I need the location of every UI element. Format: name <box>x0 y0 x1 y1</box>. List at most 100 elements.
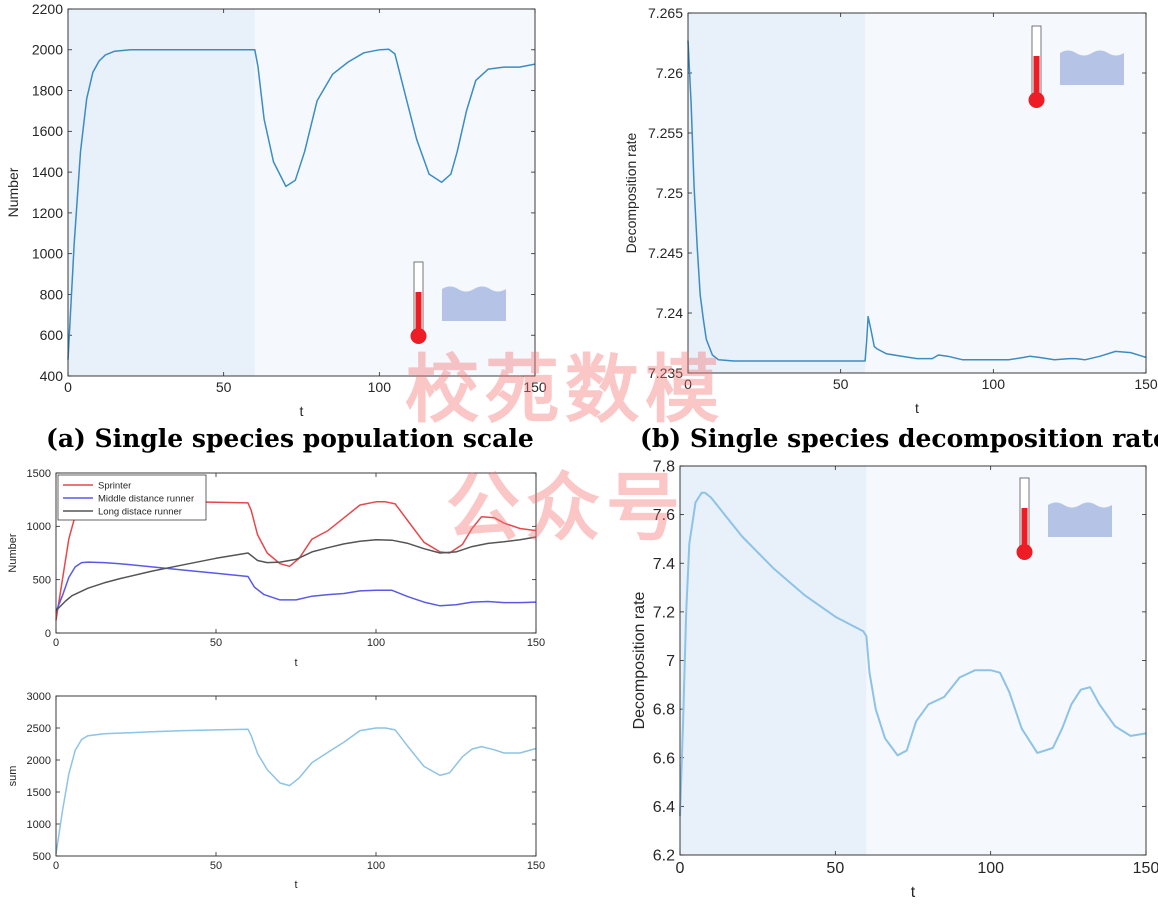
x-tick-label: 0 <box>676 860 685 877</box>
x-axis-label: t <box>294 879 297 891</box>
y-tick-label: 1000 <box>32 246 63 262</box>
y-tick-label: 2000 <box>32 42 63 58</box>
y-tick-label: 1200 <box>32 205 63 221</box>
x-tick-label: 150 <box>523 379 547 395</box>
shaded-region <box>68 9 255 376</box>
shaded-region <box>680 466 867 855</box>
y-tick-label: 7.6 <box>653 507 675 524</box>
y-tick-label: 7.26 <box>656 65 683 81</box>
y-tick-label: 7.235 <box>648 365 683 381</box>
y-tick-label: 7.265 <box>648 5 683 21</box>
y-tick-label: 400 <box>40 368 64 384</box>
series-line <box>687 40 1147 362</box>
y-tick-label: 7 <box>666 653 675 670</box>
thermometer-bulb <box>1016 544 1033 560</box>
y-tick-label: 7.2 <box>653 604 675 621</box>
y-tick-label: 7.255 <box>648 125 683 141</box>
chart-b-decomposition-rate: 0 50 100 150 7.235 7.24 7.245 7.25 7.255 7.26 7.26… <box>623 5 1158 416</box>
y-axis-label: Decomposition rate <box>623 132 639 253</box>
series-line <box>679 491 1147 817</box>
y-axis-label: sum <box>7 766 19 787</box>
thermometer-mercury <box>415 292 422 332</box>
y-tick-label: 1000 <box>27 521 51 533</box>
thermometer-water-icon <box>1028 25 1124 108</box>
y-axis-label: Number <box>7 533 19 572</box>
plot-frame <box>55 695 537 857</box>
plot-frame <box>67 8 536 377</box>
y-tick-label: 1000 <box>27 819 51 831</box>
y-tick-label: 6.4 <box>653 799 675 816</box>
x-tick-label: 150 <box>1133 860 1158 877</box>
x-tick-label: 100 <box>982 376 1006 392</box>
y-tick-label: 7.4 <box>653 556 675 573</box>
x-axis-label: t <box>911 884 916 901</box>
y-tick-label: 7.8 <box>653 459 675 476</box>
y-tick-label: 0 <box>45 628 51 640</box>
y-tick-label: 1800 <box>32 82 63 98</box>
caption-a: (a) Single species population scale <box>46 424 534 453</box>
y-tick-label: 2200 <box>32 1 63 17</box>
x-tick-label: 150 <box>1134 376 1158 392</box>
water-icon <box>1060 50 1124 85</box>
y-tick-label: 3000 <box>27 691 51 703</box>
legend-label: Middle distance runner <box>98 494 194 505</box>
x-tick-label: 50 <box>826 860 844 877</box>
x-tick-label: 50 <box>210 860 222 872</box>
x-axis-label: t <box>915 400 919 416</box>
series-line-long-distace-runner <box>55 536 537 612</box>
x-tick-label: 100 <box>977 860 1004 877</box>
x-tick-label: 0 <box>684 376 692 392</box>
y-tick-label: 7.25 <box>656 185 683 201</box>
series-line <box>55 727 537 855</box>
x-tick-label: 100 <box>367 860 385 872</box>
y-axis-label: Decomposition rate <box>631 591 648 729</box>
x-axis-label: t <box>300 403 304 419</box>
x-axis-label: t <box>294 657 297 669</box>
y-tick-label: 800 <box>40 286 64 302</box>
thermometer-mercury <box>1033 56 1040 96</box>
x-tick-label: 100 <box>368 379 392 395</box>
y-tick-label: 6.8 <box>653 702 675 719</box>
y-tick-label: 1600 <box>32 123 63 139</box>
series-line <box>67 48 536 360</box>
y-tick-label: 600 <box>40 327 64 343</box>
x-tick-label: 50 <box>210 637 222 649</box>
legend-label: Sprinter <box>98 481 131 492</box>
x-tick-label: 0 <box>53 860 59 872</box>
chart-a-population-scale: 0 50 100 150 400 600 800 1000 1200 1400 1600 1800 20… <box>5 1 547 419</box>
x-tick-label: 100 <box>367 637 385 649</box>
legend-label: Long distace runner <box>98 507 182 518</box>
caption-b: (b) Single species decomposition rate <box>640 424 1158 453</box>
plot-frame <box>687 12 1147 374</box>
water-icon <box>442 286 506 321</box>
y-tick-label: 2000 <box>27 755 51 767</box>
x-tick-label: 50 <box>216 379 232 395</box>
thermometer-mercury <box>1021 508 1028 548</box>
watermark-line-1: 校苑数模 <box>405 347 725 433</box>
x-tick-label: 0 <box>53 637 59 649</box>
chart-d-decomposition-rate: 0 50 100 150 6.2 6.4 6.6 6.8 7 7.2 7.4 7.6 7.8 t Decom… <box>631 459 1158 901</box>
plot-area <box>56 696 536 856</box>
plot-frame <box>679 465 1147 856</box>
y-tick-label: 1500 <box>27 787 51 799</box>
thermometer-water-icon <box>410 261 506 344</box>
shaded-region <box>688 13 866 373</box>
x-tick-label: 0 <box>64 379 72 395</box>
thermometer-bulb <box>410 328 427 344</box>
y-axis-label: Number <box>5 167 21 217</box>
y-tick-label: 500 <box>33 575 51 587</box>
x-tick-label: 50 <box>833 376 849 392</box>
y-tick-label: 500 <box>33 851 51 863</box>
chart-c-species-numbers: 0 50 100 150050010001500tNumberSprinterMidd… <box>7 468 545 669</box>
x-tick-label: 150 <box>527 860 545 872</box>
series-line-middle-distance-runner <box>55 561 537 612</box>
y-tick-label: 7.245 <box>648 245 683 261</box>
y-tick-label: 1400 <box>32 164 63 180</box>
water-icon <box>1048 502 1112 537</box>
plot-frame <box>55 472 537 634</box>
chart-c-sum: 0 50 100 150 500 1000 1500 2000 2500 3000 t sum <box>7 691 545 891</box>
y-tick-label: 7.24 <box>656 305 683 321</box>
x-tick-label: 150 <box>527 637 545 649</box>
y-tick-label: 1500 <box>27 468 51 480</box>
